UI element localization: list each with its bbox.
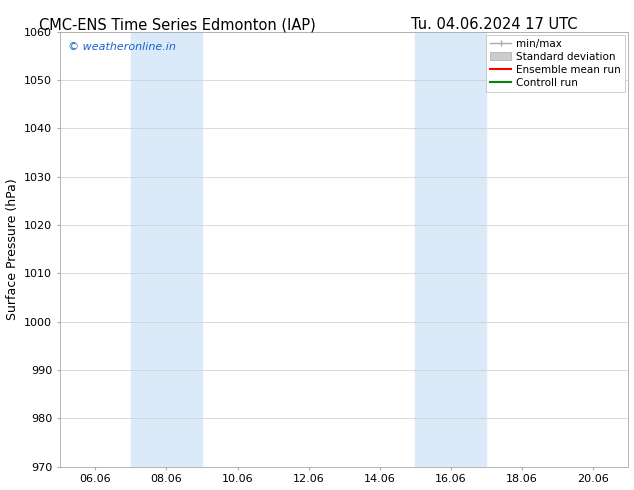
Text: CMC-ENS Time Series Edmonton (IAP): CMC-ENS Time Series Edmonton (IAP) (39, 17, 316, 32)
Text: Tu. 04.06.2024 17 UTC: Tu. 04.06.2024 17 UTC (411, 17, 578, 32)
Text: © weatheronline.in: © weatheronline.in (68, 43, 176, 52)
Bar (131, 32, 202, 467)
Bar (415, 32, 486, 467)
Legend: min/max, Standard deviation, Ensemble mean run, Controll run: min/max, Standard deviation, Ensemble me… (486, 35, 625, 93)
Y-axis label: Surface Pressure (hPa): Surface Pressure (hPa) (6, 178, 18, 320)
